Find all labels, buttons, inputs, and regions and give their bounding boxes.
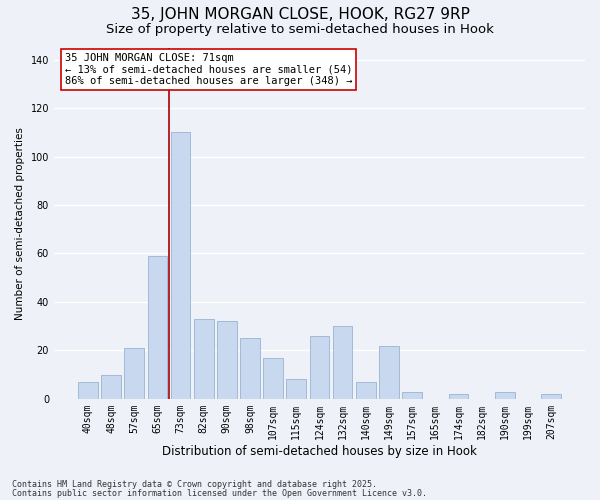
Bar	[263, 358, 283, 399]
Y-axis label: Number of semi-detached properties: Number of semi-detached properties	[15, 126, 25, 320]
Bar	[194, 319, 214, 399]
Bar	[240, 338, 260, 399]
Bar	[495, 392, 515, 399]
Bar	[124, 348, 144, 399]
Text: Contains HM Land Registry data © Crown copyright and database right 2025.: Contains HM Land Registry data © Crown c…	[12, 480, 377, 489]
Bar	[217, 322, 236, 399]
Bar	[78, 382, 98, 399]
Bar	[333, 326, 352, 399]
Text: 35 JOHN MORGAN CLOSE: 71sqm
← 13% of semi-detached houses are smaller (54)
86% o: 35 JOHN MORGAN CLOSE: 71sqm ← 13% of sem…	[65, 53, 352, 86]
Bar	[101, 374, 121, 399]
X-axis label: Distribution of semi-detached houses by size in Hook: Distribution of semi-detached houses by …	[162, 444, 477, 458]
Text: Contains public sector information licensed under the Open Government Licence v3: Contains public sector information licen…	[12, 488, 427, 498]
Bar	[310, 336, 329, 399]
Bar	[148, 256, 167, 399]
Bar	[379, 346, 399, 399]
Text: 35, JOHN MORGAN CLOSE, HOOK, RG27 9RP: 35, JOHN MORGAN CLOSE, HOOK, RG27 9RP	[131, 8, 469, 22]
Bar	[541, 394, 561, 399]
Bar	[449, 394, 468, 399]
Text: Size of property relative to semi-detached houses in Hook: Size of property relative to semi-detach…	[106, 22, 494, 36]
Bar	[286, 380, 306, 399]
Bar	[356, 382, 376, 399]
Bar	[170, 132, 190, 399]
Bar	[402, 392, 422, 399]
